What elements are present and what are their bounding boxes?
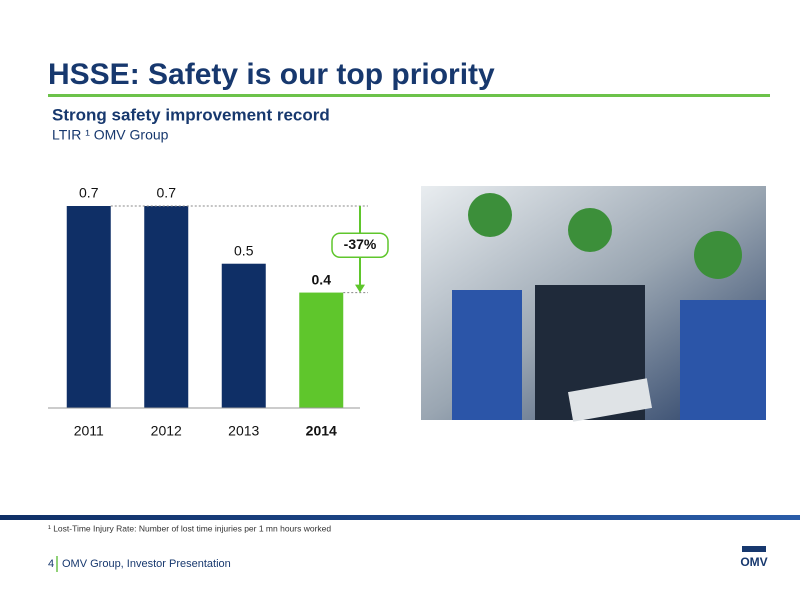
worker [680,300,766,420]
value-label: 0.7 [157,185,177,201]
title-rule [48,94,770,97]
tablet [568,378,652,422]
annotation-box [331,232,389,259]
slide-title: HSSE: Safety is our top priority [48,58,495,91]
bar [66,206,111,408]
chart-title: Strong safety improvement record [52,105,330,124]
arrow-head [355,284,365,293]
x-tick-label: 2012 [151,423,182,439]
chart-subtitle: LTIR ¹ OMV Group [52,127,169,143]
helmet [694,231,742,279]
x-tick-label: 2011 [74,423,104,439]
chart: 0.7 2011 0.7 2012 0.5 2013 0.4 2014 -37% [48,185,389,439]
footnote: ¹ Lost-Time Injury Rate: Number of lost … [48,523,331,533]
x-tick-label: 2013 [228,423,259,439]
value-label: 0.5 [234,242,254,258]
value-label: 0.4 [312,271,332,287]
helmet [468,193,512,237]
footer-band [0,515,800,520]
bar [144,206,189,408]
footer-text: OMV Group, Investor Presentation [62,558,231,570]
logo-mark [742,546,766,552]
logo-text: OMV [740,555,767,569]
page-number: 4 [48,558,54,570]
value-label: 0.7 [79,185,99,201]
bar [221,263,266,408]
logo: OMV [740,546,768,569]
x-tick-label: 2014 [306,423,337,439]
annotation: -37% [344,236,377,252]
helmet [568,208,612,252]
bar [299,292,344,408]
worker [452,290,522,420]
